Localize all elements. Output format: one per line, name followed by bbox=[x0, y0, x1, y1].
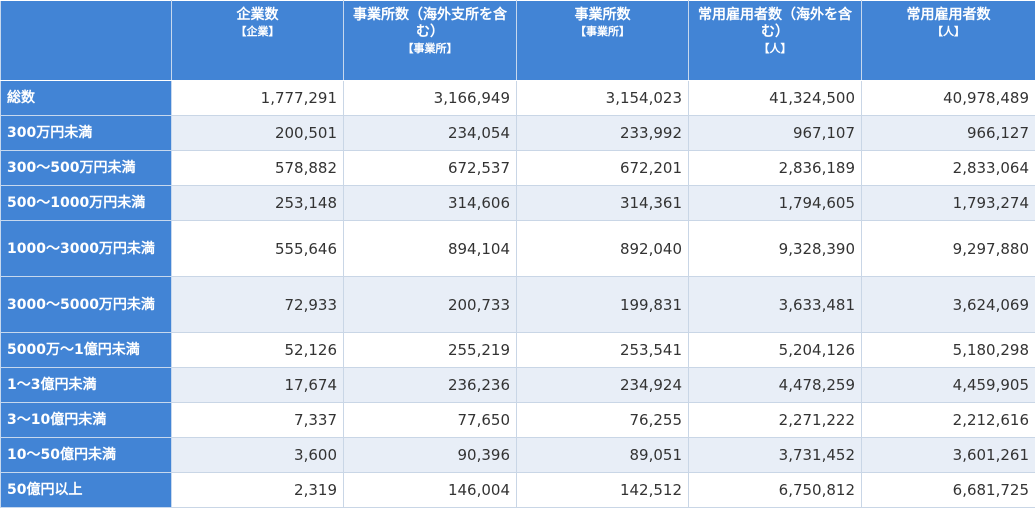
row-header: 3～10億円未満 bbox=[1, 403, 172, 438]
table-cell: 6,681,725 bbox=[862, 473, 1035, 508]
table-cell: 41,324,500 bbox=[689, 81, 862, 116]
table-cell: 255,219 bbox=[344, 333, 517, 368]
table-cell: 253,148 bbox=[172, 186, 344, 221]
row-header: 5000万～1億円未満 bbox=[1, 333, 172, 368]
column-header-employees-incl-overseas: 常用雇用者数（海外を含む） 【人】 bbox=[689, 1, 862, 81]
table-cell: 17,674 bbox=[172, 368, 344, 403]
table-cell: 555,646 bbox=[172, 221, 344, 277]
column-header-label: 常用雇用者数 bbox=[907, 7, 991, 23]
column-header-companies: 企業数 【企業】 bbox=[172, 1, 344, 81]
row-header: 3000～5000万円未満 bbox=[1, 277, 172, 333]
table-cell: 253,541 bbox=[517, 333, 689, 368]
table-cell: 9,297,880 bbox=[862, 221, 1035, 277]
row-header: 1～3億円未満 bbox=[1, 368, 172, 403]
table-cell: 966,127 bbox=[862, 116, 1035, 151]
column-header-unit: 【事業所】 bbox=[350, 41, 510, 57]
column-header-unit: 【事業所】 bbox=[523, 24, 682, 40]
table-cell: 199,831 bbox=[517, 277, 689, 333]
column-header-label: 事業所数（海外支所を含む） bbox=[353, 7, 507, 40]
table-cell: 892,040 bbox=[517, 221, 689, 277]
column-header-establishments: 事業所数 【事業所】 bbox=[517, 1, 689, 81]
table-cell: 146,004 bbox=[344, 473, 517, 508]
row-header: 1000～3000万円未満 bbox=[1, 221, 172, 277]
table-cell: 236,236 bbox=[344, 368, 517, 403]
table-cell: 2,833,064 bbox=[862, 151, 1035, 186]
table-cell: 2,212,616 bbox=[862, 403, 1035, 438]
table-cell: 1,777,291 bbox=[172, 81, 344, 116]
table-cell: 3,601,261 bbox=[862, 438, 1035, 473]
table-row: 50億円以上 2,319 146,004 142,512 6,750,812 6… bbox=[1, 473, 1035, 508]
table-cell: 90,396 bbox=[344, 438, 517, 473]
table-cell: 2,836,189 bbox=[689, 151, 862, 186]
table-cell: 234,924 bbox=[517, 368, 689, 403]
row-header: 50億円以上 bbox=[1, 473, 172, 508]
table-cell: 2,271,222 bbox=[689, 403, 862, 438]
table-cell: 3,633,481 bbox=[689, 277, 862, 333]
column-header-label: 常用雇用者数（海外を含む） bbox=[698, 7, 852, 40]
table-cell: 5,180,298 bbox=[862, 333, 1035, 368]
table-cell: 1,793,274 bbox=[862, 186, 1035, 221]
table-cell: 77,650 bbox=[344, 403, 517, 438]
table-cell: 3,154,023 bbox=[517, 81, 689, 116]
table-cell: 672,537 bbox=[344, 151, 517, 186]
table-row: 1000～3000万円未満 555,646 894,104 892,040 9,… bbox=[1, 221, 1035, 277]
table-cell: 9,328,390 bbox=[689, 221, 862, 277]
table-row: 5000万～1億円未満 52,126 255,219 253,541 5,204… bbox=[1, 333, 1035, 368]
table-cell: 4,478,259 bbox=[689, 368, 862, 403]
table-row: 10～50億円未満 3,600 90,396 89,051 3,731,452 … bbox=[1, 438, 1035, 473]
table-cell: 314,361 bbox=[517, 186, 689, 221]
table-cell: 89,051 bbox=[517, 438, 689, 473]
table-cell: 3,624,069 bbox=[862, 277, 1035, 333]
row-header: 300～500万円未満 bbox=[1, 151, 172, 186]
table-cell: 200,501 bbox=[172, 116, 344, 151]
table-cell: 200,733 bbox=[344, 277, 517, 333]
column-header-unit: 【人】 bbox=[868, 24, 1029, 40]
row-header: 300万円未満 bbox=[1, 116, 172, 151]
table-row: 300万円未満 200,501 234,054 233,992 967,107 … bbox=[1, 116, 1035, 151]
table-cell: 894,104 bbox=[344, 221, 517, 277]
table-cell: 314,606 bbox=[344, 186, 517, 221]
table-cell: 5,204,126 bbox=[689, 333, 862, 368]
table-row: 3000～5000万円未満 72,933 200,733 199,831 3,6… bbox=[1, 277, 1035, 333]
table-cell: 233,992 bbox=[517, 116, 689, 151]
table-row: 500～1000万円未満 253,148 314,606 314,361 1,7… bbox=[1, 186, 1035, 221]
table-cell: 2,319 bbox=[172, 473, 344, 508]
table-row-total: 総数 1,777,291 3,166,949 3,154,023 41,324,… bbox=[1, 81, 1035, 116]
table-cell: 672,201 bbox=[517, 151, 689, 186]
header-row: 企業数 【企業】 事業所数（海外支所を含む） 【事業所】 事業所数 【事業所】 … bbox=[1, 1, 1035, 81]
table-cell: 1,794,605 bbox=[689, 186, 862, 221]
table-row: 300～500万円未満 578,882 672,537 672,201 2,83… bbox=[1, 151, 1035, 186]
table-cell: 6,750,812 bbox=[689, 473, 862, 508]
table-cell: 967,107 bbox=[689, 116, 862, 151]
column-header-unit: 【企業】 bbox=[178, 24, 337, 40]
table-cell: 234,054 bbox=[344, 116, 517, 151]
row-header: 総数 bbox=[1, 81, 172, 116]
row-header: 10～50億円未満 bbox=[1, 438, 172, 473]
row-header: 500～1000万円未満 bbox=[1, 186, 172, 221]
column-header-establishments-incl-overseas: 事業所数（海外支所を含む） 【事業所】 bbox=[344, 1, 517, 81]
table-row: 1～3億円未満 17,674 236,236 234,924 4,478,259… bbox=[1, 368, 1035, 403]
column-header-unit: 【人】 bbox=[695, 41, 855, 57]
table-cell: 52,126 bbox=[172, 333, 344, 368]
table-cell: 40,978,489 bbox=[862, 81, 1035, 116]
corner-header-cell bbox=[1, 1, 172, 81]
table-cell: 4,459,905 bbox=[862, 368, 1035, 403]
table-cell: 7,337 bbox=[172, 403, 344, 438]
table-cell: 3,166,949 bbox=[344, 81, 517, 116]
column-header-employees: 常用雇用者数 【人】 bbox=[862, 1, 1035, 81]
table-cell: 72,933 bbox=[172, 277, 344, 333]
table-cell: 578,882 bbox=[172, 151, 344, 186]
table-cell: 3,731,452 bbox=[689, 438, 862, 473]
table-cell: 142,512 bbox=[517, 473, 689, 508]
table-cell: 3,600 bbox=[172, 438, 344, 473]
table-cell: 76,255 bbox=[517, 403, 689, 438]
column-header-label: 企業数 bbox=[237, 7, 279, 23]
column-header-label: 事業所数 bbox=[575, 7, 631, 23]
table-row: 3～10億円未満 7,337 77,650 76,255 2,271,222 2… bbox=[1, 403, 1035, 438]
